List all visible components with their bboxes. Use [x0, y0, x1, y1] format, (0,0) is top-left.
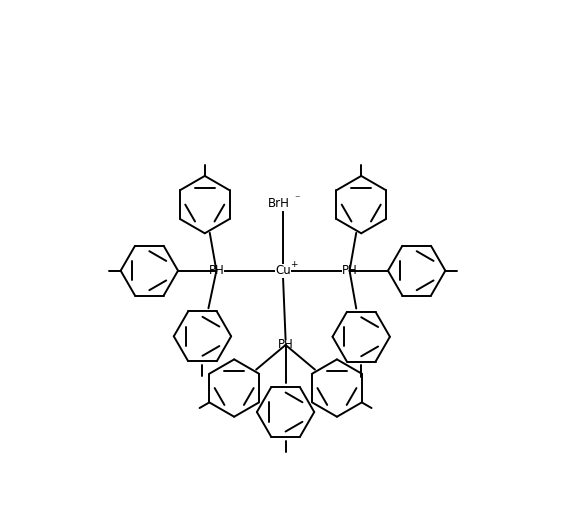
- Text: ⁻: ⁻: [294, 195, 300, 205]
- Text: PH: PH: [342, 264, 358, 277]
- Text: BrH: BrH: [268, 197, 290, 210]
- Text: Cu: Cu: [275, 264, 291, 277]
- Text: PH: PH: [278, 338, 293, 351]
- Text: PH: PH: [208, 264, 224, 277]
- Text: +: +: [290, 259, 298, 269]
